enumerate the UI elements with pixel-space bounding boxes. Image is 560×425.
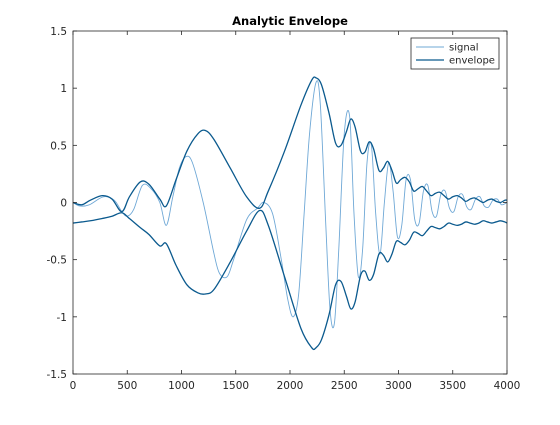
x-tick-label: 1500	[222, 380, 249, 392]
envelope-upper-line	[72, 76, 508, 213]
legend-envelope-label: envelope	[449, 56, 495, 67]
legend[interactable]: signal envelope	[410, 37, 500, 70]
envelope-lower-line	[72, 209, 508, 351]
y-tick-label: -1	[57, 312, 67, 324]
x-tick-label: 0	[70, 380, 77, 392]
axes-layer: 0 500 1000 1500 2000 2500 3000 3500 4000 -1.5 -1 -0…	[47, 26, 521, 392]
y-tick-label: 0.5	[50, 140, 67, 152]
legend-signal-label: signal	[449, 43, 479, 54]
data-layer	[72, 76, 508, 351]
x-tick-label: 2000	[277, 380, 304, 392]
legend-box	[410, 37, 500, 70]
x-tick-label: 500	[117, 380, 137, 392]
y-tick-label: 1.5	[50, 26, 67, 38]
y-tick-label: 0	[60, 198, 67, 210]
chart-title: Analytic Envelope	[232, 14, 348, 28]
y-tick-label: -0.5	[47, 255, 68, 267]
y-tick-label: -1.5	[47, 369, 68, 381]
x-tick-label: 2500	[331, 380, 358, 392]
x-tick-label: 3500	[439, 380, 466, 392]
plot-area	[73, 31, 507, 374]
x-tick-label: 1000	[168, 380, 195, 392]
x-tick-label: 4000	[494, 380, 521, 392]
x-tick-label: 3000	[385, 380, 412, 392]
y-tick-label: 1	[60, 83, 67, 95]
